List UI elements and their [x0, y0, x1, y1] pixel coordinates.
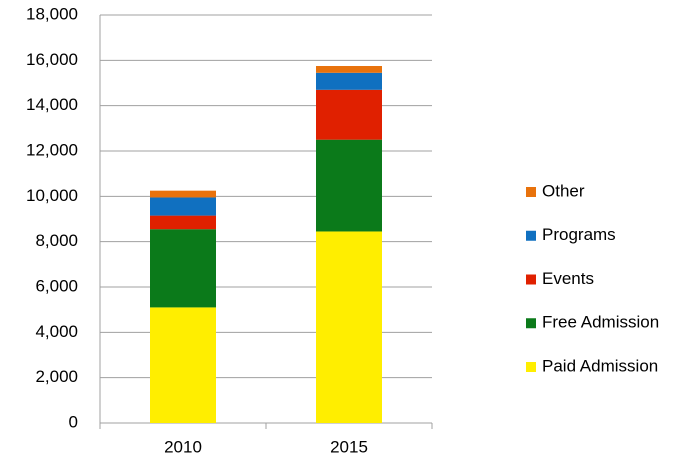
- bar-segment: [316, 72, 382, 90]
- y-tick-label: 12,000: [26, 140, 78, 159]
- legend-swatch: [526, 318, 536, 329]
- legend-swatch: [526, 230, 536, 241]
- bar-segment: [150, 215, 216, 230]
- y-tick-label: 16,000: [26, 50, 78, 69]
- y-tick-label: 8,000: [35, 231, 78, 250]
- x-tick-label: 2015: [330, 437, 368, 456]
- x-tick-label: 2010: [164, 437, 202, 456]
- y-tick-label: 6,000: [35, 276, 78, 295]
- legend-label: Other: [542, 181, 585, 200]
- bar-segment: [150, 190, 216, 198]
- bar-segment: [150, 307, 216, 423]
- bar-segment: [150, 229, 216, 308]
- y-tick-label: 4,000: [35, 322, 78, 341]
- bar-segment: [316, 66, 382, 73]
- legend-swatch: [526, 274, 536, 285]
- bar-segment: [316, 89, 382, 140]
- legend-swatch: [526, 362, 536, 372]
- legend-label: Events: [542, 269, 594, 288]
- bar-segment: [150, 197, 216, 216]
- y-tick-label: 14,000: [26, 95, 78, 114]
- legend-label: Programs: [542, 225, 616, 244]
- legend-label: Free Admission: [542, 313, 659, 332]
- y-tick-label: 0: [69, 412, 78, 431]
- y-tick-label: 2,000: [35, 367, 78, 386]
- bar-segment: [316, 139, 382, 232]
- legend-swatch: [526, 187, 536, 197]
- y-tick-label: 10,000: [26, 186, 78, 205]
- y-tick-label: 18,000: [26, 4, 78, 23]
- legend-label: Paid Admission: [542, 356, 658, 375]
- bar-segment: [316, 231, 382, 423]
